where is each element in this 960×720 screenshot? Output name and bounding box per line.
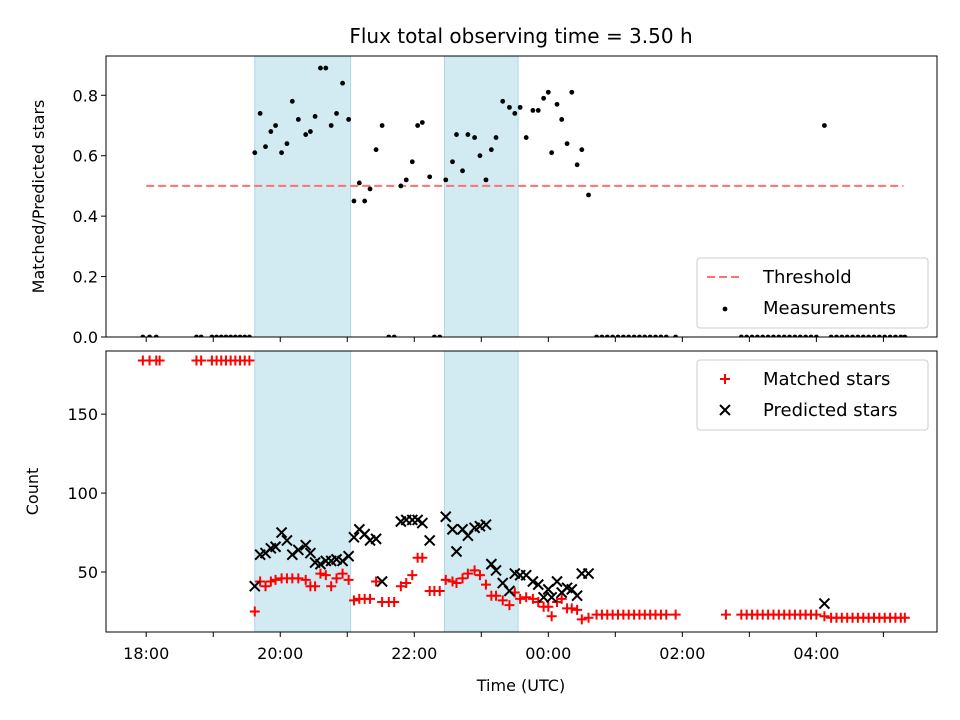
measurement-point xyxy=(465,132,470,137)
measurement-point xyxy=(494,135,499,140)
measurement-point xyxy=(489,147,494,152)
legend: Threshold Measurements xyxy=(697,258,928,328)
measurement-point xyxy=(822,123,827,128)
measurement-point xyxy=(352,199,357,204)
measurement-point xyxy=(524,135,529,140)
measurement-point xyxy=(443,177,448,182)
measurement-point xyxy=(323,66,328,71)
measurement-point xyxy=(313,114,318,119)
y-tick-label: 100 xyxy=(67,484,98,503)
measurement-point xyxy=(398,184,403,189)
measurement-point xyxy=(569,90,574,95)
chart: Flux total observing time = 3.50 h Time … xyxy=(0,0,960,720)
measurement-point xyxy=(427,174,432,179)
measurement-point xyxy=(346,117,351,122)
shaded-interval-1 xyxy=(444,56,518,337)
measurement-point xyxy=(579,147,584,152)
measurement-point xyxy=(362,199,367,204)
measurement-point xyxy=(273,123,278,128)
legend-label: Matched stars xyxy=(763,369,890,390)
measurement-point xyxy=(559,117,564,122)
measurement-point xyxy=(303,132,308,137)
measurement-point xyxy=(472,135,477,140)
measurement-point xyxy=(410,159,415,164)
y-axis-label: Count xyxy=(23,468,42,516)
measurement-point xyxy=(586,193,591,198)
y-axis-label: Matched/Predicted stars xyxy=(29,100,48,294)
x-tick-label: 18:00 xyxy=(123,644,169,663)
measurement-point xyxy=(374,147,379,152)
x-tick-label: 20:00 xyxy=(257,644,303,663)
x-tick-label: 02:00 xyxy=(659,644,705,663)
measurement-point xyxy=(340,81,345,86)
measurement-point xyxy=(454,132,459,137)
measurement-point xyxy=(380,123,385,128)
chart-title: Flux total observing time = 3.50 h xyxy=(349,24,692,48)
legend: Matched stars Predicted stars xyxy=(697,360,928,430)
measurement-point xyxy=(285,141,290,146)
measurement-point xyxy=(484,177,489,182)
y-tick-label: 150 xyxy=(67,405,98,424)
measurement-point xyxy=(565,141,570,146)
legend-label: Threshold xyxy=(762,267,852,288)
measurement-point xyxy=(546,90,551,95)
measurement-point xyxy=(415,123,420,128)
measurement-point xyxy=(252,150,257,155)
measurement-point xyxy=(460,168,465,173)
measurement-point xyxy=(334,111,339,116)
measurement-point xyxy=(478,153,483,158)
legend-measurements-swatch xyxy=(723,307,728,312)
x-tick-label: 22:00 xyxy=(391,644,437,663)
x-tick-label: 04:00 xyxy=(793,644,839,663)
shaded-interval-0 xyxy=(255,351,351,632)
measurement-point xyxy=(357,181,362,186)
measurement-point xyxy=(279,150,284,155)
measurement-point xyxy=(296,117,301,122)
legend-label: Predicted stars xyxy=(763,400,897,421)
x-axis-label: Time (UTC) xyxy=(476,676,565,695)
measurement-point xyxy=(404,177,409,182)
measurement-point xyxy=(308,129,313,134)
measurement-point xyxy=(268,129,273,134)
measurement-point xyxy=(530,108,535,113)
x-tick-label: 00:00 xyxy=(525,644,571,663)
y-tick-label: 0.2 xyxy=(73,268,98,287)
measurement-point xyxy=(258,111,263,116)
measurement-point xyxy=(507,105,512,110)
measurement-point xyxy=(368,187,373,192)
measurement-point xyxy=(518,105,523,110)
y-tick-label: 50 xyxy=(78,563,98,582)
measurement-point xyxy=(263,144,268,149)
measurement-point xyxy=(555,102,560,107)
measurement-point xyxy=(450,159,455,164)
measurement-point xyxy=(541,96,546,101)
y-tick-label: 0.8 xyxy=(73,86,98,105)
measurement-point xyxy=(318,66,323,71)
y-tick-label: 0.4 xyxy=(73,207,98,226)
measurement-point xyxy=(500,99,505,104)
measurement-point xyxy=(512,111,517,116)
measurement-point xyxy=(549,150,554,155)
legend-label: Measurements xyxy=(763,298,896,319)
y-tick-label: 0.0 xyxy=(73,328,98,347)
y-tick-label: 0.6 xyxy=(73,147,98,166)
measurement-point xyxy=(420,120,425,125)
measurement-point xyxy=(329,123,334,128)
measurement-point xyxy=(536,108,541,113)
measurement-point xyxy=(290,99,295,104)
measurement-point xyxy=(575,162,580,167)
shaded-interval-0 xyxy=(255,56,351,337)
